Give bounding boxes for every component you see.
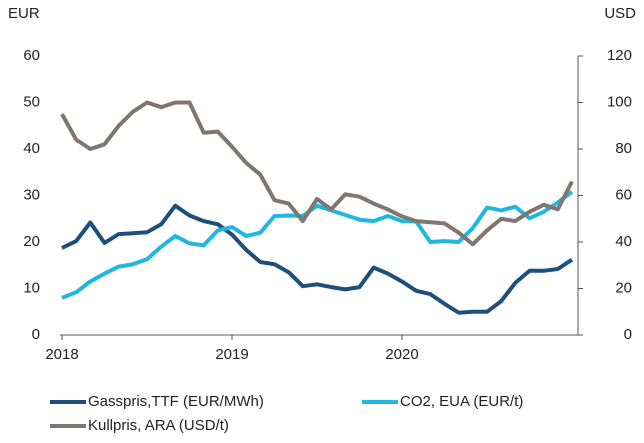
y2-tick-label: 40 [615, 233, 632, 250]
legend-label: CO2, EUA (EUR/t) [400, 393, 523, 410]
legend-label: Kullpris, ARA (USD/t) [88, 417, 229, 434]
y-tick-label: 10 [23, 279, 40, 296]
y2-tick-label: 100 [607, 93, 632, 110]
y-tick-label: 30 [23, 186, 40, 203]
y-tick-label: 20 [23, 233, 40, 250]
series-line [61, 203, 574, 315]
y2-axis-label: USD [604, 5, 636, 22]
y-tick-label: 0 [32, 326, 40, 343]
y-tick-label: 60 [23, 47, 40, 64]
y2-tick-label: 0 [624, 326, 632, 343]
y2-tick-label: 20 [615, 279, 632, 296]
series-line [61, 190, 574, 300]
y-tick-label: 40 [23, 140, 40, 157]
y2-tick-label: 80 [615, 140, 632, 157]
series-line [60, 100, 574, 247]
y2-tick-label: 60 [615, 186, 632, 203]
x-tick-label: 2019 [215, 346, 248, 363]
y-tick-label: 50 [23, 93, 40, 110]
y2-tick-label: 120 [607, 47, 632, 64]
legend-label: Gasspris,TTF (EUR/MWh) [88, 393, 264, 410]
x-tick-label: 2018 [45, 346, 78, 363]
y-axis-label: EUR [8, 5, 40, 22]
x-tick-label: 2020 [385, 346, 418, 363]
